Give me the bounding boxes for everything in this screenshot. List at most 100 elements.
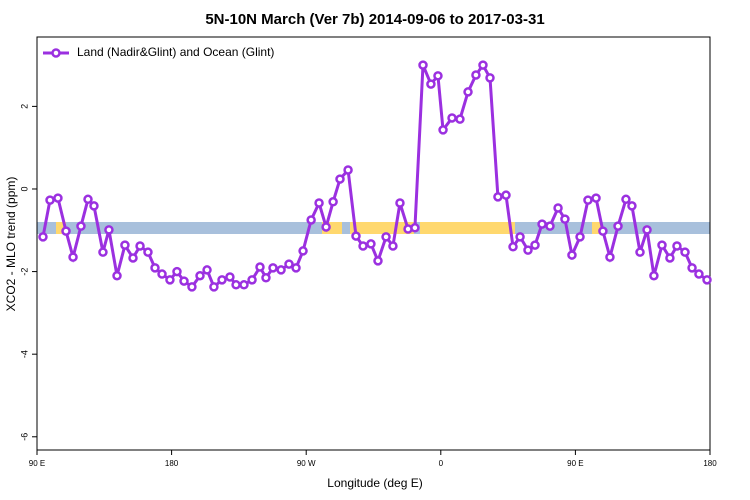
data-point: [627, 201, 637, 211]
data-point: [478, 60, 488, 70]
land-band: [350, 222, 414, 234]
legend-label: Land (Nadir&Glint) and Ocean (Glint): [77, 45, 274, 59]
data-point: [314, 198, 324, 208]
data-point: [447, 113, 457, 123]
plot-frame: [36, 36, 711, 451]
data-point: [501, 190, 511, 200]
x-tick-label: 180: [703, 459, 717, 468]
data-point: [649, 270, 659, 281]
x-tick-label: 90 E: [29, 459, 45, 468]
land-band: [420, 222, 515, 234]
data-point: [335, 174, 345, 184]
y-axis-label: XCO2 - MLO trend (ppm): [4, 177, 18, 312]
data-point: [231, 280, 241, 290]
data-point: [575, 232, 585, 242]
data-point: [515, 232, 525, 242]
data-point: [247, 275, 257, 285]
y-tick-label: -6: [19, 433, 29, 441]
data-point: [410, 223, 420, 233]
data-point: [351, 231, 361, 241]
data-point: [560, 214, 570, 224]
data-point: [306, 215, 316, 225]
data-point: [523, 245, 533, 255]
data-point: [381, 232, 391, 242]
data-point: [343, 165, 353, 175]
data-point: [202, 265, 212, 275]
data-point: [433, 71, 443, 81]
data-point: [328, 197, 338, 207]
data-point: [150, 263, 160, 273]
data-point: [366, 239, 376, 249]
data-point: [291, 263, 301, 273]
chart-title: 5N-10N March (Ver 7b) 2014-09-06 to 2017…: [205, 11, 544, 28]
data-point: [508, 242, 518, 252]
data-point: [438, 125, 448, 135]
data-point: [98, 247, 108, 257]
data-point: [195, 270, 205, 281]
data-point: [120, 240, 130, 250]
data-point: [128, 253, 138, 263]
data-point: [680, 247, 690, 257]
data-point: [567, 250, 577, 260]
y-tick-label: -4: [19, 350, 29, 358]
data-point: [172, 266, 182, 277]
x-axis-label: Longitude (deg E): [327, 476, 422, 490]
data-point: [255, 262, 265, 272]
data-point: [493, 192, 503, 202]
data-point: [358, 241, 368, 251]
x-tick-label: 0: [439, 459, 444, 468]
data-point: [38, 232, 48, 242]
data-point: [613, 221, 623, 231]
x-tick-label: 180: [165, 459, 179, 468]
data-point: [276, 265, 286, 275]
data-point: [143, 247, 153, 257]
y-tick-label: 2: [19, 104, 29, 109]
data-point: [217, 275, 227, 285]
data-point: [583, 195, 593, 205]
data-point: [657, 240, 667, 250]
data-point: [68, 252, 78, 262]
data-point: [373, 256, 383, 266]
data-point: [694, 269, 704, 279]
data-point: [104, 225, 114, 235]
data-point: [665, 253, 675, 263]
data-point: [702, 275, 712, 285]
data-point: [165, 275, 175, 285]
data-point: [485, 73, 495, 83]
data-point: [471, 70, 481, 80]
data-point: [321, 222, 331, 232]
data-point: [209, 282, 219, 292]
data-point: [45, 195, 55, 205]
data-point: [455, 114, 465, 124]
data-point: [268, 263, 278, 273]
data-point: [284, 259, 294, 269]
data-point: [426, 79, 436, 89]
data-point: [687, 263, 697, 273]
y-tick-label: 0: [19, 186, 29, 191]
data-point: [591, 193, 601, 203]
data-point: [61, 226, 71, 236]
land-band: [592, 222, 602, 234]
data-point: [545, 221, 555, 231]
data-point: [463, 87, 473, 97]
data-point: [621, 194, 631, 205]
x-tick-label: 90 E: [567, 459, 583, 468]
data-point: [388, 241, 398, 251]
data-point: [135, 241, 145, 251]
data-point: [395, 198, 405, 208]
data-point: [179, 276, 189, 286]
data-point: [642, 225, 652, 235]
data-point: [89, 201, 99, 211]
data-point: [239, 280, 249, 290]
data-point: [635, 247, 645, 257]
data-point: [598, 226, 608, 236]
data-point: [157, 269, 167, 279]
data-point: [605, 252, 615, 262]
data-point: [672, 241, 682, 251]
y-tick-label: -2: [19, 268, 29, 276]
land-band: [56, 222, 66, 234]
legend-marker: [51, 48, 61, 58]
surface-band: [37, 222, 710, 234]
data-point: [530, 240, 540, 250]
